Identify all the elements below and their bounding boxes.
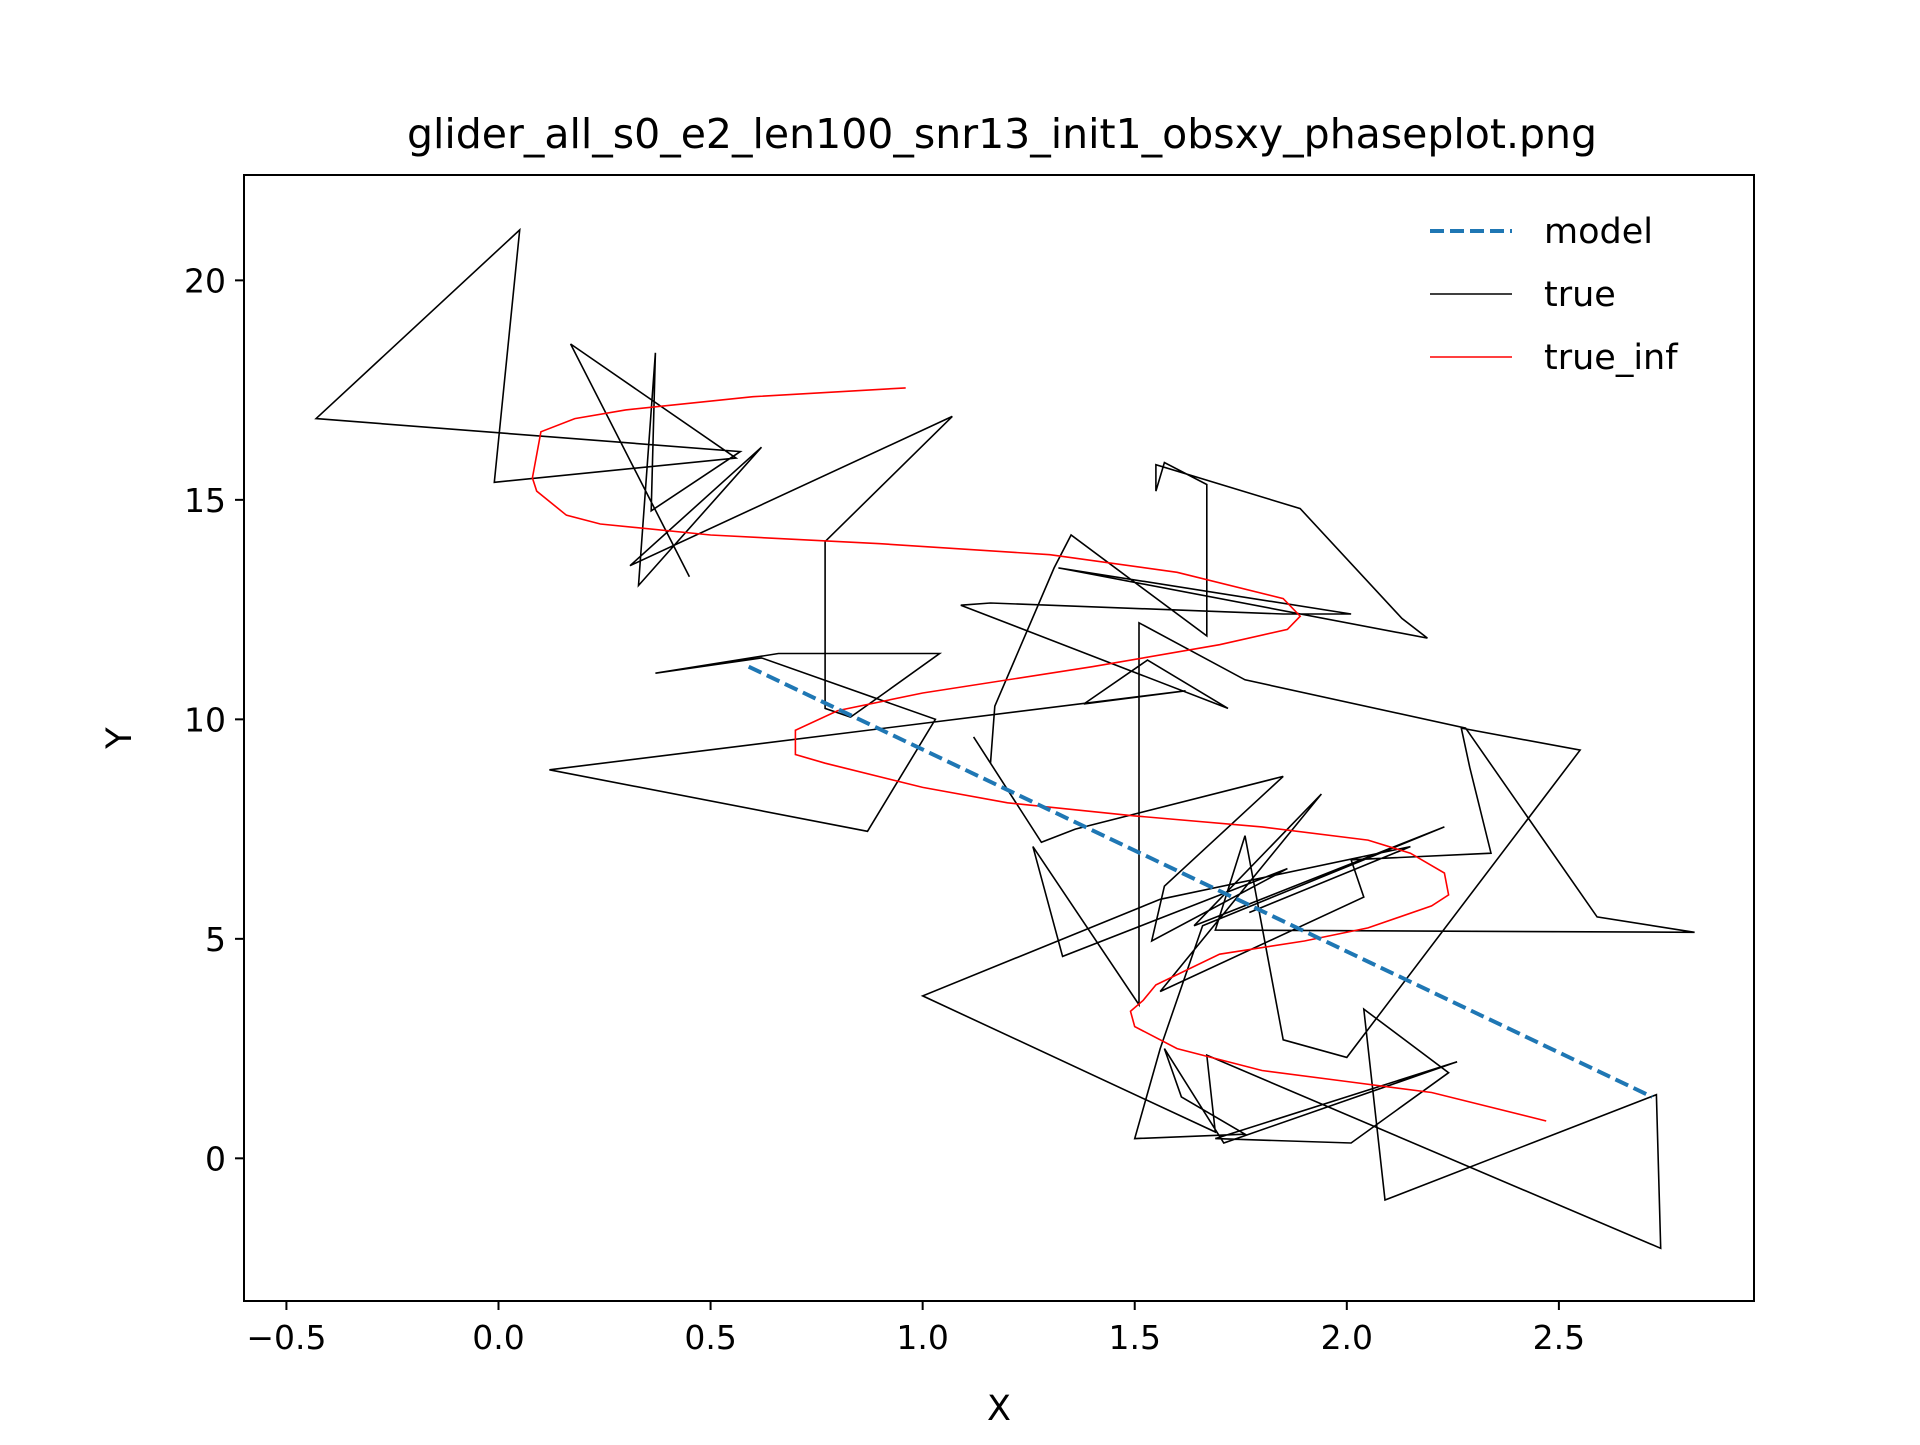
series-line-true (314, 227, 1695, 1250)
y-tick-label: 10 (184, 700, 226, 739)
x-tick-label: 0.5 (684, 1318, 736, 1357)
legend-label-true-inf: true_inf (1544, 338, 1678, 378)
x-axis-label: X (987, 1389, 1011, 1429)
legend: model true true_inf (1430, 212, 1678, 378)
y-axis-label: Y (100, 727, 140, 750)
x-tick-label: 0.0 (472, 1318, 524, 1357)
legend-label-true: true (1544, 275, 1616, 315)
series-line-model (747, 664, 1654, 1099)
y-tick-label: 0 (205, 1139, 226, 1178)
plot-frame (243, 174, 1755, 1302)
chart-title: glider_all_s0_e2_len100_snr13_init1_obsx… (407, 110, 1597, 158)
axis-ticks: −0.5 0.0 0.5 1.0 1.5 2.0 2.5 0 5 10 15 20 (184, 261, 1585, 1357)
x-tick-label: 1.5 (1108, 1318, 1160, 1357)
y-tick-label: 20 (184, 261, 226, 300)
series-line-true-inf (531, 387, 1547, 1122)
y-tick-label: 15 (184, 481, 226, 520)
legend-label-model: model (1544, 212, 1653, 252)
x-tick-label: −0.5 (246, 1318, 326, 1357)
x-tick-label: 1.0 (896, 1318, 948, 1357)
x-tick-label: 2.0 (1321, 1318, 1373, 1357)
y-tick-label: 5 (205, 920, 226, 959)
x-tick-label: 2.5 (1533, 1318, 1585, 1357)
